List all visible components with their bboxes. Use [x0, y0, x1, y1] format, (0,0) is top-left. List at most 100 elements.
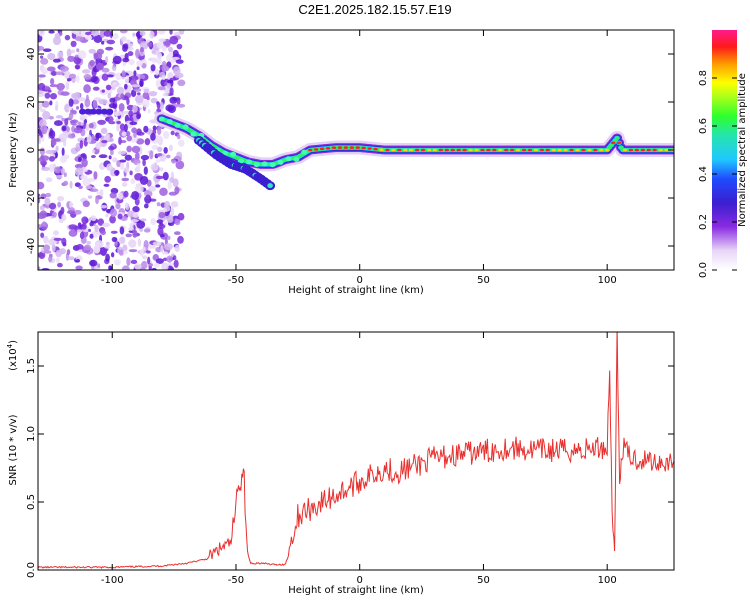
- noise-speckle: [84, 98, 91, 108]
- y-tick-label: 0.5: [26, 494, 37, 510]
- ridge-core-mark: [640, 148, 646, 152]
- noise-speckle: [139, 30, 146, 36]
- noise-speckle: [59, 65, 69, 73]
- noise-speckle: [75, 75, 80, 83]
- noise-speckle: [169, 35, 179, 45]
- noise-speckle: [88, 122, 94, 129]
- ridge-core-mark: [397, 148, 402, 152]
- ridge-core-mark: [426, 148, 432, 152]
- noise-speckle: [47, 52, 56, 61]
- noise-speckle: [57, 201, 62, 208]
- noise-speckle: [157, 153, 163, 157]
- noise-speckle: [148, 185, 157, 192]
- noise-speckle: [169, 30, 173, 35]
- noise-speckle: [143, 228, 151, 233]
- noise-speckle: [95, 62, 105, 71]
- noise-speckle: [155, 184, 161, 188]
- noise-speckle: [120, 30, 128, 34]
- noise-speckle: [164, 40, 171, 46]
- noise-speckle: [146, 39, 151, 43]
- noise-speckle: [122, 61, 127, 67]
- noise-speckle: [167, 235, 171, 241]
- noise-speckle: [167, 181, 172, 190]
- noise-speckle: [109, 149, 114, 156]
- ridge-core-mark: [468, 148, 473, 152]
- noise-speckle: [157, 146, 163, 153]
- noise-speckle: [119, 123, 125, 131]
- noise-speckle: [109, 115, 114, 124]
- ridge-core-mark: [486, 148, 491, 152]
- ridge-core-mark: [634, 148, 640, 152]
- noise-speckle: [40, 232, 45, 238]
- noise-speckle: [64, 34, 71, 41]
- noise-speckle: [134, 184, 144, 194]
- noise-speckle: [77, 121, 82, 126]
- noise-speckle: [136, 138, 145, 145]
- snr-x-label: Height of straight line (km): [288, 585, 424, 596]
- noise-speckle: [161, 251, 169, 255]
- noise-speckle: [91, 149, 96, 154]
- noise-speckle: [166, 82, 171, 89]
- noise-speckle: [72, 110, 77, 115]
- noise-speckle: [170, 207, 175, 217]
- noise-speckle: [43, 235, 49, 244]
- noise-speckle: [133, 88, 142, 92]
- noise-speckle: [147, 41, 153, 48]
- noise-speckle: [104, 245, 111, 249]
- noise-speckle: [111, 64, 117, 72]
- noise-speckle: [47, 89, 52, 93]
- branch-core-mark: [267, 183, 273, 189]
- noise-speckle: [110, 252, 115, 258]
- x-tick-label: -100: [101, 575, 124, 586]
- noise-speckle: [157, 126, 162, 136]
- ridge-core-mark: [616, 141, 622, 145]
- noise-speckle: [136, 66, 140, 71]
- ridge-core-mark: [652, 148, 657, 152]
- ridge-core-mark: [190, 131, 197, 137]
- noise-speckle: [69, 180, 73, 189]
- noise-speckle: [106, 209, 111, 213]
- noise-speckle: [130, 219, 140, 223]
- noise-speckle: [53, 230, 59, 236]
- noise-speckle: [105, 46, 114, 51]
- noise-speckle: [88, 228, 92, 233]
- noise-speckle: [55, 249, 62, 258]
- ridge-core-mark: [373, 147, 378, 151]
- noise-speckle: [78, 157, 82, 162]
- noise-speckle: [109, 97, 116, 103]
- colorbar: 0.0 0.2 0.4 0.6 0.8 Normalized spectral ampl…: [698, 30, 748, 278]
- ridge-core-mark: [438, 148, 444, 152]
- noise-speckle: [117, 192, 123, 200]
- noise-speckle: [119, 226, 125, 235]
- snr-x-ticks: -100 -50 0 50 100: [101, 332, 617, 586]
- ridge-core-mark: [492, 148, 497, 152]
- noise-speckle: [66, 48, 72, 58]
- noise-speckle: [156, 202, 161, 207]
- ridge-core-mark: [563, 148, 568, 152]
- x-tick-label: -50: [228, 575, 244, 586]
- noise-speckle: [150, 97, 158, 104]
- noise-speckle: [76, 259, 80, 263]
- noise-speckle: [38, 266, 41, 270]
- noise-speckle: [65, 81, 70, 91]
- ridge-core-mark: [285, 156, 292, 162]
- noise-speckle: [38, 224, 43, 228]
- noise-speckle: [116, 123, 120, 132]
- noise-speckle: [120, 93, 125, 100]
- noise-speckle: [113, 111, 123, 117]
- noise-speckle: [102, 222, 111, 228]
- noise-speckle: [106, 133, 110, 139]
- ridge-core-mark: [301, 149, 308, 155]
- noise-speckle: [118, 102, 125, 112]
- ridge-core-mark: [385, 148, 390, 152]
- ridge-core-mark: [245, 159, 252, 165]
- noise-speckle: [129, 79, 137, 86]
- noise-speckle: [108, 145, 115, 151]
- noise-speckle: [49, 100, 53, 106]
- noise-speckle: [44, 86, 51, 91]
- noise-speckle: [69, 200, 73, 208]
- noise-speckle: [91, 215, 97, 222]
- noise-speckle: [74, 167, 84, 177]
- noise-speckle: [151, 267, 157, 270]
- ridge-mark: [608, 143, 614, 147]
